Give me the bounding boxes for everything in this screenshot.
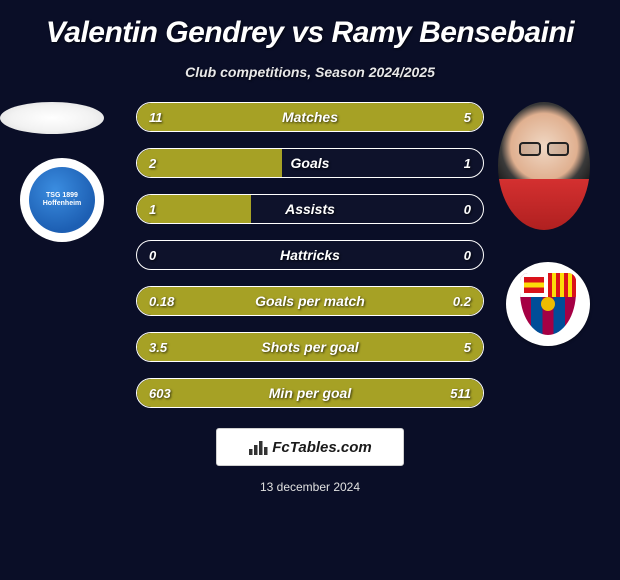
stat-row: 603 511 Min per goal xyxy=(136,378,484,408)
player-right-avatar xyxy=(498,102,590,230)
stat-row: 0 0 Hattricks xyxy=(136,240,484,270)
content-area: TSG 1899 Hoffenheim 11 5 Matches 2 1 Goals 1 0 A… xyxy=(0,102,620,580)
stat-label: Goals xyxy=(291,155,330,171)
stat-label: Matches xyxy=(282,109,338,125)
stat-value-left: 603 xyxy=(149,386,171,401)
player-right-club-badge xyxy=(506,262,590,346)
subtitle: Club competitions, Season 2024/2025 xyxy=(185,64,435,80)
player-left-avatar xyxy=(0,102,104,134)
stat-row: 11 5 Matches xyxy=(136,102,484,132)
club-left-text: TSG 1899 Hoffenheim xyxy=(29,192,95,207)
stat-value-left: 3.5 xyxy=(149,340,167,355)
stat-value-right: 0 xyxy=(464,202,471,217)
stat-value-left: 0.18 xyxy=(149,294,174,309)
stat-row: 0.18 0.2 Goals per match xyxy=(136,286,484,316)
stat-label: Min per goal xyxy=(269,385,351,401)
stat-row: 1 0 Assists xyxy=(136,194,484,224)
stat-value-right: 5 xyxy=(464,340,471,355)
stats-bars: 11 5 Matches 2 1 Goals 1 0 Assists 0 0 Hattricks 0.1… xyxy=(136,102,484,408)
stat-value-left: 0 xyxy=(149,248,156,263)
stat-value-right: 0 xyxy=(464,248,471,263)
stat-label: Goals per match xyxy=(255,293,365,309)
stat-value-left: 1 xyxy=(149,202,156,217)
stat-fill-left xyxy=(137,103,375,131)
page-title: Valentin Gendrey vs Ramy Bensebaini xyxy=(46,16,574,50)
date-text: 13 december 2024 xyxy=(260,480,360,494)
stat-value-left: 11 xyxy=(149,110,163,125)
stat-fill-left xyxy=(137,149,282,177)
stat-value-right: 0.2 xyxy=(453,294,471,309)
stat-value-right: 511 xyxy=(450,386,471,401)
stat-row: 3.5 5 Shots per goal xyxy=(136,332,484,362)
glasses-icon xyxy=(514,142,574,158)
stat-value-right: 5 xyxy=(464,110,471,125)
stat-label: Hattricks xyxy=(280,247,340,263)
player-left-club-badge: TSG 1899 Hoffenheim xyxy=(20,158,104,242)
stat-row: 2 1 Goals xyxy=(136,148,484,178)
stat-value-left: 2 xyxy=(149,156,156,171)
stat-label: Assists xyxy=(285,201,335,217)
stat-label: Shots per goal xyxy=(261,339,358,355)
fctables-badge[interactable]: FcTables.com xyxy=(216,428,404,466)
stat-value-right: 1 xyxy=(464,156,471,171)
bar-chart-icon xyxy=(248,438,268,456)
comparison-card: Valentin Gendrey vs Ramy Bensebaini Club… xyxy=(0,0,620,580)
fctables-label: FcTables.com xyxy=(272,439,371,456)
